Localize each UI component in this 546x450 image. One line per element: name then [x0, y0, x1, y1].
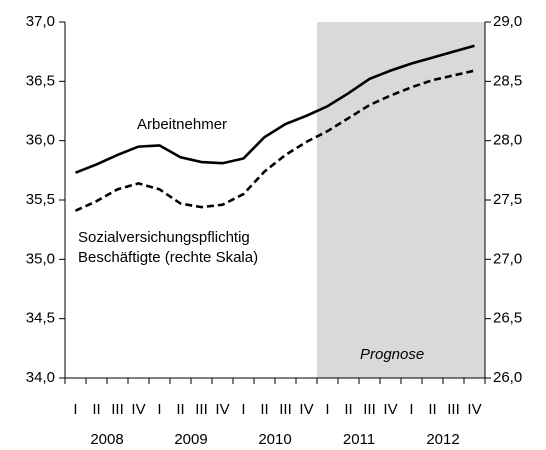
x-tick-label: I	[157, 401, 161, 418]
y-tick-label: 35,5	[26, 191, 55, 208]
series-line	[75, 44, 475, 174]
y-tick-label: 35,0	[26, 250, 55, 267]
x-tick-label: I	[241, 401, 245, 418]
year-label: 2011	[343, 431, 375, 448]
x-tick-label: III	[447, 401, 460, 418]
x-tick-label: III	[195, 401, 208, 418]
x-tick-label: III	[279, 401, 292, 418]
y2-tick-label: 29,0	[493, 13, 522, 30]
y2-tick-label: 27,5	[493, 191, 522, 208]
x-tick-label: II	[428, 401, 436, 418]
x-tick-label: IV	[131, 401, 145, 418]
x-tick-label: II	[344, 401, 352, 418]
y-tick-label: 36,5	[26, 72, 55, 89]
x-tick-label: III	[111, 401, 124, 418]
year-label: 2008	[90, 431, 123, 448]
year-label: 2010	[258, 431, 291, 448]
y-tick-label: 36,0	[26, 132, 55, 149]
x-tick-label: IV	[299, 401, 313, 418]
year-label: 2012	[426, 431, 459, 448]
y2-tick-label: 26,5	[493, 310, 522, 327]
y2-tick-label: 28,5	[493, 72, 522, 89]
y-tick-label: 34,0	[26, 369, 55, 386]
x-tick-label: II	[92, 401, 100, 418]
x-tick-label: II	[260, 401, 268, 418]
y2-tick-label: 26,0	[493, 369, 522, 386]
x-tick-label: I	[409, 401, 413, 418]
y-tick-label: 37,0	[26, 13, 55, 30]
series-line	[74, 69, 475, 212]
series-label: Arbeitnehmer	[137, 116, 228, 133]
x-tick-label: III	[363, 401, 376, 418]
x-tick-label: I	[325, 401, 329, 418]
y-tick-label: 34,5	[26, 310, 55, 327]
prognosis-label: Prognose	[360, 346, 425, 363]
y2-tick-label: 27,0	[493, 250, 522, 267]
y2-tick-label: 28,0	[493, 132, 522, 149]
x-tick-label: II	[176, 401, 184, 418]
x-tick-label: IV	[383, 401, 397, 418]
x-tick-label: I	[73, 401, 77, 418]
x-tick-label: IV	[467, 401, 481, 418]
year-label: 2009	[174, 431, 207, 448]
prognosis-area	[317, 22, 485, 378]
x-tick-label: IV	[215, 401, 229, 418]
series-label: Sozialversichungspflichtig Beschäftigte …	[78, 229, 259, 266]
